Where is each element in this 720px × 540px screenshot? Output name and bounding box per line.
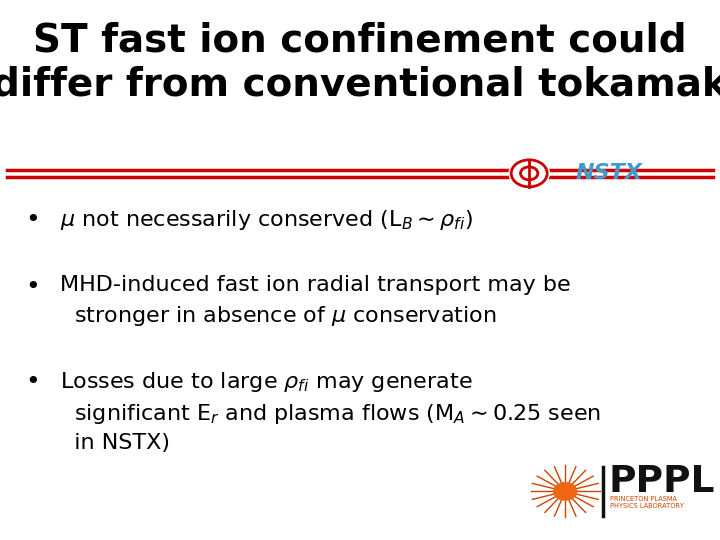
Text: •: • — [25, 275, 40, 299]
Text: Losses due to large $\rho_{fi}$ may generate
  significant E$_r$ and plasma flow: Losses due to large $\rho_{fi}$ may gene… — [60, 370, 600, 453]
Text: PPPL: PPPL — [608, 464, 715, 500]
Text: •: • — [25, 208, 40, 232]
Circle shape — [509, 158, 549, 188]
Circle shape — [554, 483, 577, 500]
Text: •: • — [25, 370, 40, 394]
Text: MHD-induced fast ion radial transport may be
  stronger in absence of $\mu$ cons: MHD-induced fast ion radial transport ma… — [60, 275, 570, 327]
Text: PRINCETON PLASMA
PHYSICS LABORATORY: PRINCETON PLASMA PHYSICS LABORATORY — [610, 496, 684, 509]
Text: $\mu$ not necessarily conserved (L$_B$$\sim$$\rho_{fi}$): $\mu$ not necessarily conserved (L$_B$$\… — [60, 208, 472, 232]
Text: ST fast ion confinement could
differ from conventional tokamak: ST fast ion confinement could differ fro… — [0, 22, 720, 104]
Text: NSTX: NSTX — [576, 163, 643, 184]
